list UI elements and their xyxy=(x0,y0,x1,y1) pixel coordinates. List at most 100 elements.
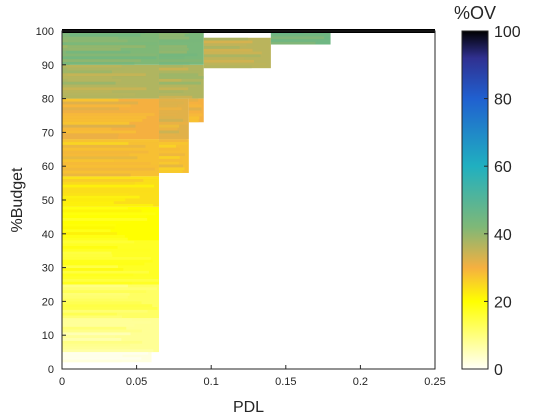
heatmap-cell xyxy=(62,107,120,111)
heatmap-cell xyxy=(62,352,149,355)
heatmap-cell xyxy=(62,45,146,48)
heatmap-cell xyxy=(62,53,157,57)
y-tick-label: 90 xyxy=(42,60,54,72)
heatmap-cell xyxy=(62,159,115,163)
heatmap-cell xyxy=(62,139,159,143)
heatmap-cell xyxy=(62,246,118,249)
heatmap-cell xyxy=(158,50,187,54)
heatmap-cell xyxy=(188,101,199,105)
y-axis: 0 10 20 30 40 50 60 70 80 90 100 xyxy=(36,26,66,376)
heatmap-cell xyxy=(62,101,139,105)
heatmap-cell xyxy=(62,162,151,165)
heatmap-cell xyxy=(62,357,142,360)
heatmap-cell xyxy=(158,147,180,151)
heatmap-cell xyxy=(203,51,262,55)
heatmap-cell xyxy=(62,153,130,157)
heatmap-cell xyxy=(158,127,178,131)
heatmap-cell xyxy=(62,206,128,210)
heatmap-cell xyxy=(62,184,155,188)
y-tick-label: 100 xyxy=(36,26,54,38)
heatmap-cell xyxy=(62,181,135,185)
heatmap-cell xyxy=(158,101,184,105)
heatmap-cell xyxy=(62,218,148,221)
heatmap-cell xyxy=(62,70,112,74)
heatmap-cell xyxy=(188,104,202,108)
heatmap-cell xyxy=(62,265,118,269)
heatmap-cell xyxy=(62,142,129,145)
heatmap-cell xyxy=(62,78,122,82)
heatmap-cell xyxy=(62,192,129,196)
heatmap-cell xyxy=(158,110,179,114)
heatmap-cell xyxy=(158,33,185,37)
heatmap-cell xyxy=(62,259,153,263)
heatmap-cell xyxy=(62,81,116,85)
heatmap-cell xyxy=(188,119,199,123)
heatmap-cell xyxy=(62,307,158,310)
heatmap-cell xyxy=(158,67,189,71)
heatmap-cell xyxy=(62,39,128,43)
heatmap-cell xyxy=(158,107,182,111)
colorbar-label: %OV xyxy=(454,3,496,23)
heatmap-cell xyxy=(62,254,113,258)
heatmap-cell xyxy=(62,130,137,134)
heatmap-cell xyxy=(270,41,316,45)
heatmap-cell xyxy=(62,215,147,219)
heatmap-cell xyxy=(158,130,180,134)
heatmap-cell xyxy=(62,301,142,305)
heatmap-cell xyxy=(158,121,189,125)
heatmap-cell xyxy=(62,127,112,131)
heatmap-cell xyxy=(62,284,128,288)
heatmap-cell xyxy=(158,136,187,140)
heatmap-cell xyxy=(62,147,133,151)
heatmap-cell xyxy=(158,170,183,173)
heatmap-cell xyxy=(158,95,193,99)
heatmap-cell xyxy=(62,243,114,247)
heatmap-cell xyxy=(158,133,176,137)
heatmap-cell xyxy=(62,56,157,60)
heatmap-cell xyxy=(62,220,131,224)
heatmap-cell xyxy=(158,161,179,165)
heatmap-cell xyxy=(62,87,147,91)
heatmap-cell xyxy=(62,187,131,191)
heatmap-cell xyxy=(203,46,240,49)
heatmap-cell xyxy=(62,326,127,330)
heatmap-cell xyxy=(62,318,132,322)
colorbar-tick-label: 100 xyxy=(494,24,521,41)
heatmap-cell xyxy=(62,42,158,46)
heatmap-cell xyxy=(62,270,149,274)
heatmap-cell xyxy=(62,290,147,293)
heatmap-cell xyxy=(188,98,199,102)
heatmap-cell xyxy=(62,212,156,216)
colorbar-tick-label: 20 xyxy=(494,294,512,311)
heatmap-cell xyxy=(62,251,112,255)
y-tick-label: 60 xyxy=(42,161,54,173)
heatmap-cell xyxy=(62,338,122,341)
heatmap-cell xyxy=(62,179,144,182)
heatmap-cell xyxy=(203,37,249,41)
y-axis-label: %Budget xyxy=(9,167,26,232)
heatmap-cell xyxy=(62,237,128,241)
y-tick-label: 40 xyxy=(42,229,54,241)
heatmap-cell xyxy=(203,48,253,52)
x-tick-label: 0.05 xyxy=(126,376,147,388)
heatmap-cell xyxy=(62,173,131,177)
heatmap-cell xyxy=(62,118,143,122)
heatmap-cell xyxy=(158,78,182,82)
heatmap-cell xyxy=(62,76,113,79)
heatmap-cell xyxy=(270,36,325,40)
heatmap-cell xyxy=(158,39,203,43)
heatmap-cell xyxy=(62,167,155,171)
heatmap-cell xyxy=(62,304,153,308)
plot-area xyxy=(62,29,435,363)
y-tick-label: 20 xyxy=(42,296,54,308)
heatmap-cell xyxy=(62,133,119,137)
heatmap-cell xyxy=(62,170,145,174)
heatmap-cell xyxy=(62,176,158,180)
heatmap-cell xyxy=(158,104,178,108)
heatmap-cell xyxy=(62,248,151,252)
y-tick-label: 10 xyxy=(42,330,54,342)
heatmap-cell xyxy=(158,61,190,65)
heatmap-cell xyxy=(62,33,141,37)
heatmap-cell xyxy=(62,90,112,93)
heatmap-cell xyxy=(62,164,159,168)
